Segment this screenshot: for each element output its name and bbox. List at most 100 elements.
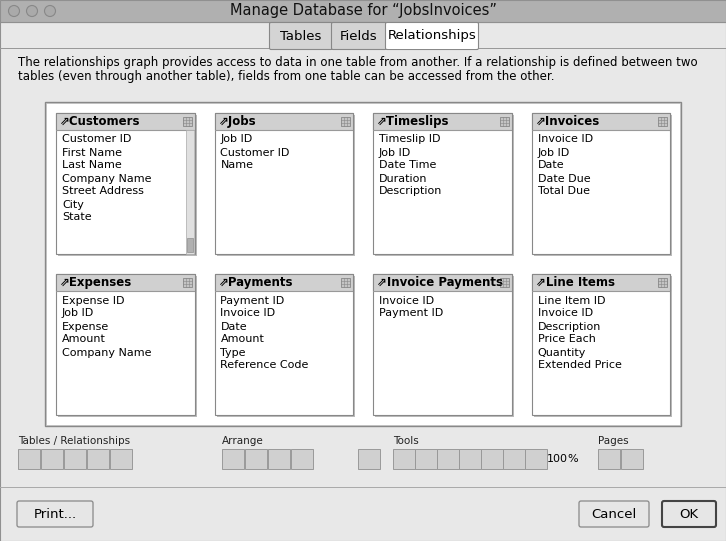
Text: Tables / Relationships: Tables / Relationships (18, 436, 130, 446)
Bar (56, 113, 195, 254)
Bar (56, 291, 195, 292)
Bar (0, 487, 726, 488)
Text: Description: Description (379, 187, 442, 196)
Text: ⇗Invoices: ⇗Invoices (536, 115, 600, 128)
Bar (214, 274, 353, 415)
Bar (531, 113, 670, 130)
Bar (182, 117, 192, 126)
Circle shape (27, 5, 38, 16)
Bar (245, 449, 267, 469)
FancyBboxPatch shape (17, 501, 93, 527)
FancyBboxPatch shape (662, 501, 716, 527)
Bar (388, 46, 476, 49)
Text: Duration: Duration (379, 174, 428, 183)
Bar (56, 113, 195, 130)
Bar (598, 449, 620, 469)
Text: Date: Date (537, 161, 564, 170)
Text: Street Address: Street Address (62, 187, 144, 196)
Bar (214, 113, 353, 130)
Text: ⇗Customers: ⇗Customers (60, 115, 141, 128)
Text: Job ID: Job ID (537, 148, 570, 157)
Text: Invoice ID: Invoice ID (537, 308, 592, 319)
Bar (56, 274, 195, 291)
Bar (375, 276, 513, 417)
Text: Amount: Amount (62, 334, 106, 345)
Text: Print...: Print... (33, 507, 76, 520)
Text: Date: Date (221, 321, 247, 332)
Bar (499, 278, 508, 287)
Bar (46, 103, 680, 425)
Bar (186, 130, 194, 254)
Bar (531, 113, 670, 254)
Text: Invoice ID: Invoice ID (537, 135, 592, 144)
Text: ⇗Jobs: ⇗Jobs (219, 115, 256, 128)
Text: Manage Database for “JobsInvoices”: Manage Database for “JobsInvoices” (229, 3, 497, 18)
Bar (481, 449, 503, 469)
Bar (531, 291, 670, 292)
Text: Last Name: Last Name (62, 161, 122, 170)
Bar (0, 48, 726, 49)
Bar (268, 449, 290, 469)
Text: Reference Code: Reference Code (221, 360, 309, 371)
Text: Invoice ID: Invoice ID (221, 308, 276, 319)
Bar (87, 449, 109, 469)
Bar (0, 0, 726, 22)
Bar (341, 117, 350, 126)
Bar (373, 113, 512, 254)
Bar (525, 449, 547, 469)
Text: Arrange: Arrange (222, 436, 264, 446)
FancyBboxPatch shape (332, 23, 386, 49)
Bar (56, 130, 195, 131)
Text: Name: Name (221, 161, 253, 170)
Text: ⇗Line Items: ⇗Line Items (536, 276, 614, 289)
Bar (375, 115, 513, 256)
Bar (373, 130, 512, 131)
Bar (437, 449, 459, 469)
Text: Timeslip ID: Timeslip ID (379, 135, 441, 144)
FancyBboxPatch shape (579, 501, 649, 527)
Bar (373, 274, 512, 291)
Text: ⇗Timeslips: ⇗Timeslips (377, 115, 449, 128)
Bar (621, 449, 643, 469)
Bar (373, 113, 512, 130)
Text: Tools: Tools (393, 436, 419, 446)
Bar (110, 449, 132, 469)
Bar (373, 274, 512, 415)
Bar (341, 278, 350, 287)
Text: Total Due: Total Due (537, 187, 590, 196)
Bar (658, 278, 667, 287)
Text: tables (even through another table), fields from one table can be accessed from : tables (even through another table), fie… (18, 70, 555, 83)
Text: Date Due: Date Due (537, 174, 590, 183)
Text: Fields: Fields (340, 30, 378, 43)
Bar (531, 274, 670, 291)
Bar (214, 274, 353, 291)
Circle shape (9, 5, 20, 16)
Bar (58, 115, 197, 256)
Bar (182, 278, 192, 287)
Text: Price Each: Price Each (537, 334, 595, 345)
Text: Relationships: Relationships (388, 30, 476, 43)
Text: Payment ID: Payment ID (379, 308, 444, 319)
Bar (41, 449, 63, 469)
Bar (503, 449, 525, 469)
Bar (214, 291, 353, 292)
Text: Extended Price: Extended Price (537, 360, 621, 371)
Text: Job ID: Job ID (62, 308, 94, 319)
Bar (393, 449, 415, 469)
Text: State: State (62, 213, 91, 222)
Text: Date Time: Date Time (379, 161, 436, 170)
Bar (531, 130, 670, 131)
Text: Amount: Amount (221, 334, 264, 345)
Text: Expense ID: Expense ID (62, 295, 124, 306)
Text: ⇗Expenses: ⇗Expenses (60, 276, 132, 289)
Bar (58, 276, 197, 417)
Text: Expense: Expense (62, 321, 109, 332)
Bar (216, 276, 355, 417)
Circle shape (44, 5, 55, 16)
Text: Job ID: Job ID (379, 148, 411, 157)
Bar (18, 449, 40, 469)
Bar (222, 449, 244, 469)
Text: Line Item ID: Line Item ID (537, 295, 605, 306)
Bar (534, 276, 672, 417)
Text: Customer ID: Customer ID (221, 148, 290, 157)
